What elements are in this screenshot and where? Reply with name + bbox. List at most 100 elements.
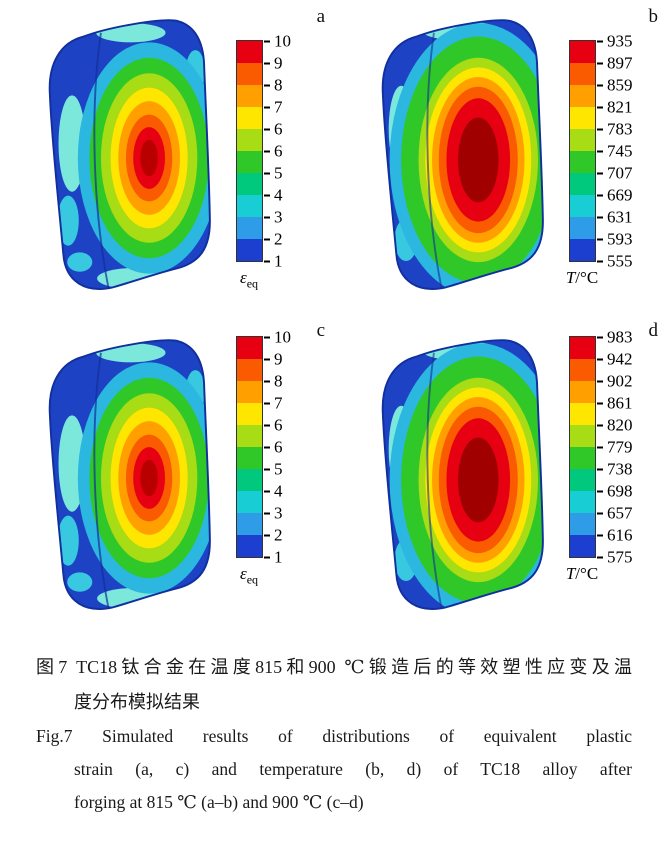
colorbar-cell: [237, 151, 262, 173]
colorbar-strain-a: εeq 10 9 8 7 6 6 5 4 3 2 1: [236, 33, 291, 290]
colorbar-cell: [570, 129, 595, 151]
strain-contour-image-a: [20, 12, 232, 304]
colorbar-tick-label: 779: [597, 439, 633, 456]
colorbar-cell: [570, 447, 595, 469]
colorbar-cell: [570, 85, 595, 107]
colorbar-tick-label: 745: [597, 143, 633, 160]
colorbar-tick-label: 1: [264, 549, 283, 566]
colorbar-cell: [237, 469, 262, 491]
panel-label-c: c: [316, 320, 325, 341]
colorbar-cell: [570, 41, 595, 63]
caption-cn-line1: 图7 TC18钛合金在温度815和900 ℃锻造后的等效塑性应变及温: [36, 657, 632, 677]
colorbar-tick-label: 10: [264, 33, 291, 50]
panel-label-a: a: [316, 6, 325, 27]
colorbar-tick-label: 555: [597, 253, 633, 270]
colorbar-tick-label: 821: [597, 99, 633, 116]
colorbar-tick-label: 738: [597, 461, 633, 478]
colorbar-tick-label: 8: [264, 77, 283, 94]
colorbar-tick-label: 8: [264, 373, 283, 390]
colorbar-tick-label: 6: [264, 143, 283, 160]
colorbar-cell: [570, 359, 595, 381]
unit-symbol: ε: [239, 268, 247, 287]
colorbar-tick-label: 5: [264, 165, 283, 182]
colorbar-tick-label: 3: [264, 209, 283, 226]
colorbar-tick-label: 820: [597, 417, 633, 434]
colorbar-tick-label: 935: [597, 33, 633, 50]
colorbar-cell: [237, 129, 262, 151]
colorbar-tick-label: 783: [597, 121, 633, 138]
strain-contour-image-c: [20, 332, 232, 624]
colorbar-cell: [570, 337, 595, 359]
colorbar-cell: [570, 491, 595, 513]
colorbar-tick-label: 6: [264, 439, 283, 456]
colorbar-cell: [570, 217, 595, 239]
colorbar-tick-label: 6: [264, 417, 283, 434]
colorbar-tick-label: 616: [597, 527, 633, 544]
caption-en-line2: strain (a, c) and temperature (b, d) of …: [74, 759, 632, 779]
colorbar-cell: [570, 173, 595, 195]
panel-label-b: b: [648, 6, 659, 27]
colorbar-tick-label: 861: [597, 395, 633, 412]
simulation-figure: εeq 10 9 8 7 6 6 5 4 3 2 1 a T/°C 935 897 859 821 783 7…: [0, 0, 666, 624]
colorbar-tick-label: 3: [264, 505, 283, 522]
colorbar-cell: [237, 491, 262, 513]
colorbar-tick-label: 2: [264, 231, 283, 248]
unit-subscript: eq: [246, 276, 259, 291]
colorbar-cell: [237, 337, 262, 359]
colorbar-cell: [237, 173, 262, 195]
colorbar-cell: [570, 151, 595, 173]
unit-suffix: /°C: [575, 268, 599, 287]
colorbar-tick-label: 6: [264, 121, 283, 138]
colorbar-cell: [237, 403, 262, 425]
panel-c: εeq 10 9 8 7 6 6 5 4 3 2 1 c: [0, 318, 333, 624]
colorbar-cell: [237, 41, 262, 63]
colorbar-tick-label: 942: [597, 351, 633, 368]
colorbar-tick-label: 897: [597, 55, 633, 72]
colorbar-cell: [237, 107, 262, 129]
caption-cn-line2: 度分布模拟结果: [74, 692, 200, 712]
colorbar-tick-label: 707: [597, 165, 633, 182]
colorbar-tick-label: 657: [597, 505, 633, 522]
colorbar-cell: [237, 239, 262, 261]
temperature-contour-image-d: [353, 332, 565, 624]
panel-label-d: d: [648, 320, 659, 341]
colorbar-tick-label: 9: [264, 351, 283, 368]
colorbar-cell: [237, 217, 262, 239]
colorbar-cell: [237, 195, 262, 217]
colorbar-temperature-b: T/°C 935 897 859 821 783 745 707 669 631 593 555: [566, 33, 633, 288]
colorbar-cells: [236, 40, 263, 262]
panel-b: T/°C 935 897 859 821 783 745 707 669 631 593 555 b: [333, 4, 666, 318]
colorbar-cell: [570, 381, 595, 403]
colorbar-cell: [570, 513, 595, 535]
colorbar-cell: [237, 447, 262, 469]
colorbar-tick-label: 698: [597, 483, 633, 500]
caption-en-line3: forging at 815 ℃ (a–b) and 900 ℃ (c–d): [74, 792, 364, 812]
colorbar-unit-label: T/°C: [551, 564, 613, 587]
panel-a: εeq 10 9 8 7 6 6 5 4 3 2 1 a: [0, 4, 333, 318]
colorbar-cell: [570, 403, 595, 425]
colorbar-tick-label: 5: [264, 461, 283, 478]
colorbar-tick-label: 593: [597, 231, 633, 248]
colorbar-cell: [570, 107, 595, 129]
colorbar-tick-label: 983: [597, 329, 633, 346]
colorbar-cells: [569, 336, 596, 558]
figure-caption: 图7 TC18钛合金在温度815和900 ℃锻造后的等效塑性应变及温 度分布模拟…: [0, 650, 666, 819]
colorbar-tick-label: 9: [264, 55, 283, 72]
colorbar-cell: [237, 381, 262, 403]
colorbar-strain-c: εeq 10 9 8 7 6 6 5 4 3 2 1: [236, 329, 291, 586]
colorbar-unit-label: εeq: [218, 268, 280, 291]
colorbar-tick-label: 2: [264, 527, 283, 544]
unit-symbol: ε: [239, 564, 247, 583]
colorbar-tick-label: 575: [597, 549, 633, 566]
colorbar-tick-label: 669: [597, 187, 633, 204]
colorbar-temperature-d: T/°C 983 942 902 861 820 779 738 698 657 616 575: [566, 329, 633, 584]
colorbar-tick-label: 1: [264, 253, 283, 270]
colorbar-cell: [237, 359, 262, 381]
colorbar-cells: [236, 336, 263, 558]
colorbar-tick-label: 7: [264, 395, 283, 412]
colorbar-tick-label: 631: [597, 209, 633, 226]
colorbar-tick-label: 7: [264, 99, 283, 116]
unit-suffix: /°C: [575, 564, 599, 583]
colorbar-cell: [570, 63, 595, 85]
colorbar-unit-label: εeq: [218, 564, 280, 587]
